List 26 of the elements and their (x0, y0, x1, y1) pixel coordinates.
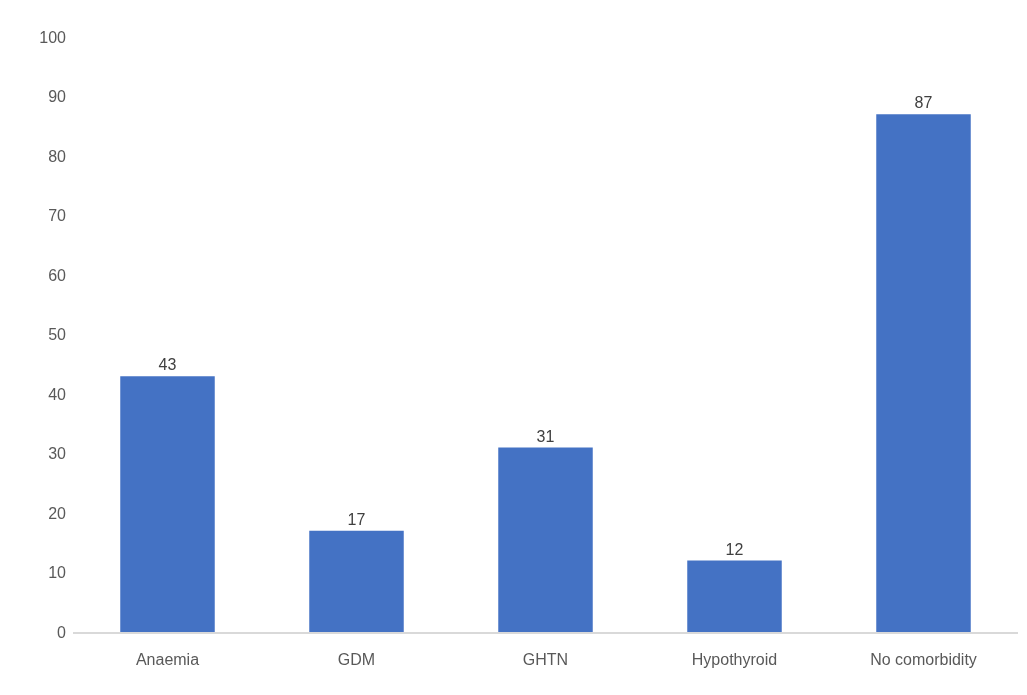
bar (498, 447, 593, 632)
x-tick-label: Hypothyroid (691, 650, 778, 668)
y-tick-label: 50 (48, 326, 67, 344)
data-label: 17 (347, 510, 366, 528)
data-label: 87 (914, 94, 933, 112)
y-tick-label: 60 (48, 266, 67, 284)
x-tick-label: GHTN (522, 650, 569, 668)
bar (309, 530, 404, 632)
x-tick-label: No comorbidity (870, 650, 977, 668)
y-tick-label: 30 (48, 445, 67, 463)
x-tick-label: Anaemia (135, 650, 200, 668)
y-tick-label: 40 (48, 385, 67, 403)
y-tick-label: 90 (48, 88, 67, 106)
y-tick-label: 10 (48, 564, 67, 582)
y-tick-label: 70 (48, 207, 67, 225)
data-label: 31 (536, 427, 555, 445)
y-tick-label: 100 (39, 28, 67, 46)
bar (120, 376, 215, 632)
bar (876, 114, 971, 632)
y-tick-label: 80 (48, 147, 67, 165)
bar (687, 560, 782, 632)
y-tick-label: 20 (48, 504, 67, 522)
y-tick-label: 0 (57, 623, 67, 641)
x-tick-label: GDM (337, 650, 376, 668)
data-label: 12 (725, 540, 744, 558)
data-label: 43 (158, 356, 177, 374)
